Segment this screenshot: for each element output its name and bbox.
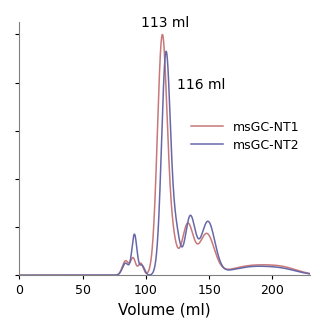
msGC-NT2 bbox=[94, 273, 98, 277]
msGC-NT2 bbox=[164, 49, 168, 53]
msGC-NT2 bbox=[308, 272, 312, 276]
msGC-NT1 bbox=[92, 273, 95, 277]
msGC-NT2 bbox=[34, 273, 38, 277]
msGC-NT1 bbox=[308, 272, 312, 276]
Legend: msGC-NT1, msGC-NT2: msGC-NT1, msGC-NT2 bbox=[186, 116, 304, 157]
msGC-NT1 bbox=[17, 273, 21, 277]
Line: msGC-NT1: msGC-NT1 bbox=[19, 35, 310, 275]
msGC-NT1 bbox=[34, 273, 38, 277]
msGC-NT1 bbox=[94, 273, 98, 277]
msGC-NT2 bbox=[40, 273, 44, 277]
Text: 116 ml: 116 ml bbox=[178, 78, 226, 92]
msGC-NT1 bbox=[172, 231, 176, 235]
msGC-NT2 bbox=[308, 272, 312, 276]
msGC-NT2 bbox=[17, 273, 21, 277]
Text: 113 ml: 113 ml bbox=[141, 16, 189, 30]
Line: msGC-NT2: msGC-NT2 bbox=[19, 51, 310, 275]
msGC-NT2 bbox=[92, 273, 95, 277]
X-axis label: Volume (ml): Volume (ml) bbox=[118, 303, 211, 318]
msGC-NT2 bbox=[172, 200, 176, 204]
msGC-NT1 bbox=[40, 273, 44, 277]
msGC-NT1 bbox=[160, 33, 164, 36]
msGC-NT1 bbox=[308, 272, 312, 276]
